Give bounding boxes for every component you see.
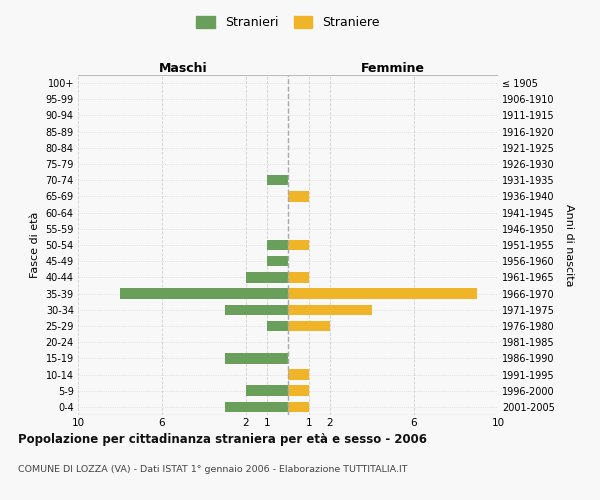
Bar: [267, 240, 288, 250]
Bar: [267, 320, 288, 331]
Bar: [288, 370, 309, 380]
Bar: [288, 191, 309, 202]
Bar: [288, 402, 309, 412]
Bar: [120, 288, 288, 299]
Text: Maschi: Maschi: [158, 62, 208, 75]
Y-axis label: Fasce di età: Fasce di età: [30, 212, 40, 278]
Bar: [288, 304, 372, 315]
Legend: Stranieri, Straniere: Stranieri, Straniere: [191, 11, 385, 34]
Text: Popolazione per cittadinanza straniera per età e sesso - 2006: Popolazione per cittadinanza straniera p…: [18, 432, 427, 446]
Bar: [267, 175, 288, 186]
Bar: [267, 256, 288, 266]
Text: Femmine: Femmine: [361, 62, 425, 75]
Bar: [225, 402, 288, 412]
Bar: [288, 288, 477, 299]
Bar: [288, 320, 330, 331]
Bar: [288, 272, 309, 282]
Bar: [246, 386, 288, 396]
Y-axis label: Anni di nascita: Anni di nascita: [565, 204, 574, 286]
Bar: [225, 304, 288, 315]
Bar: [288, 386, 309, 396]
Text: COMUNE DI LOZZA (VA) - Dati ISTAT 1° gennaio 2006 - Elaborazione TUTTITALIA.IT: COMUNE DI LOZZA (VA) - Dati ISTAT 1° gen…: [18, 466, 407, 474]
Bar: [246, 272, 288, 282]
Bar: [288, 240, 309, 250]
Bar: [225, 353, 288, 364]
